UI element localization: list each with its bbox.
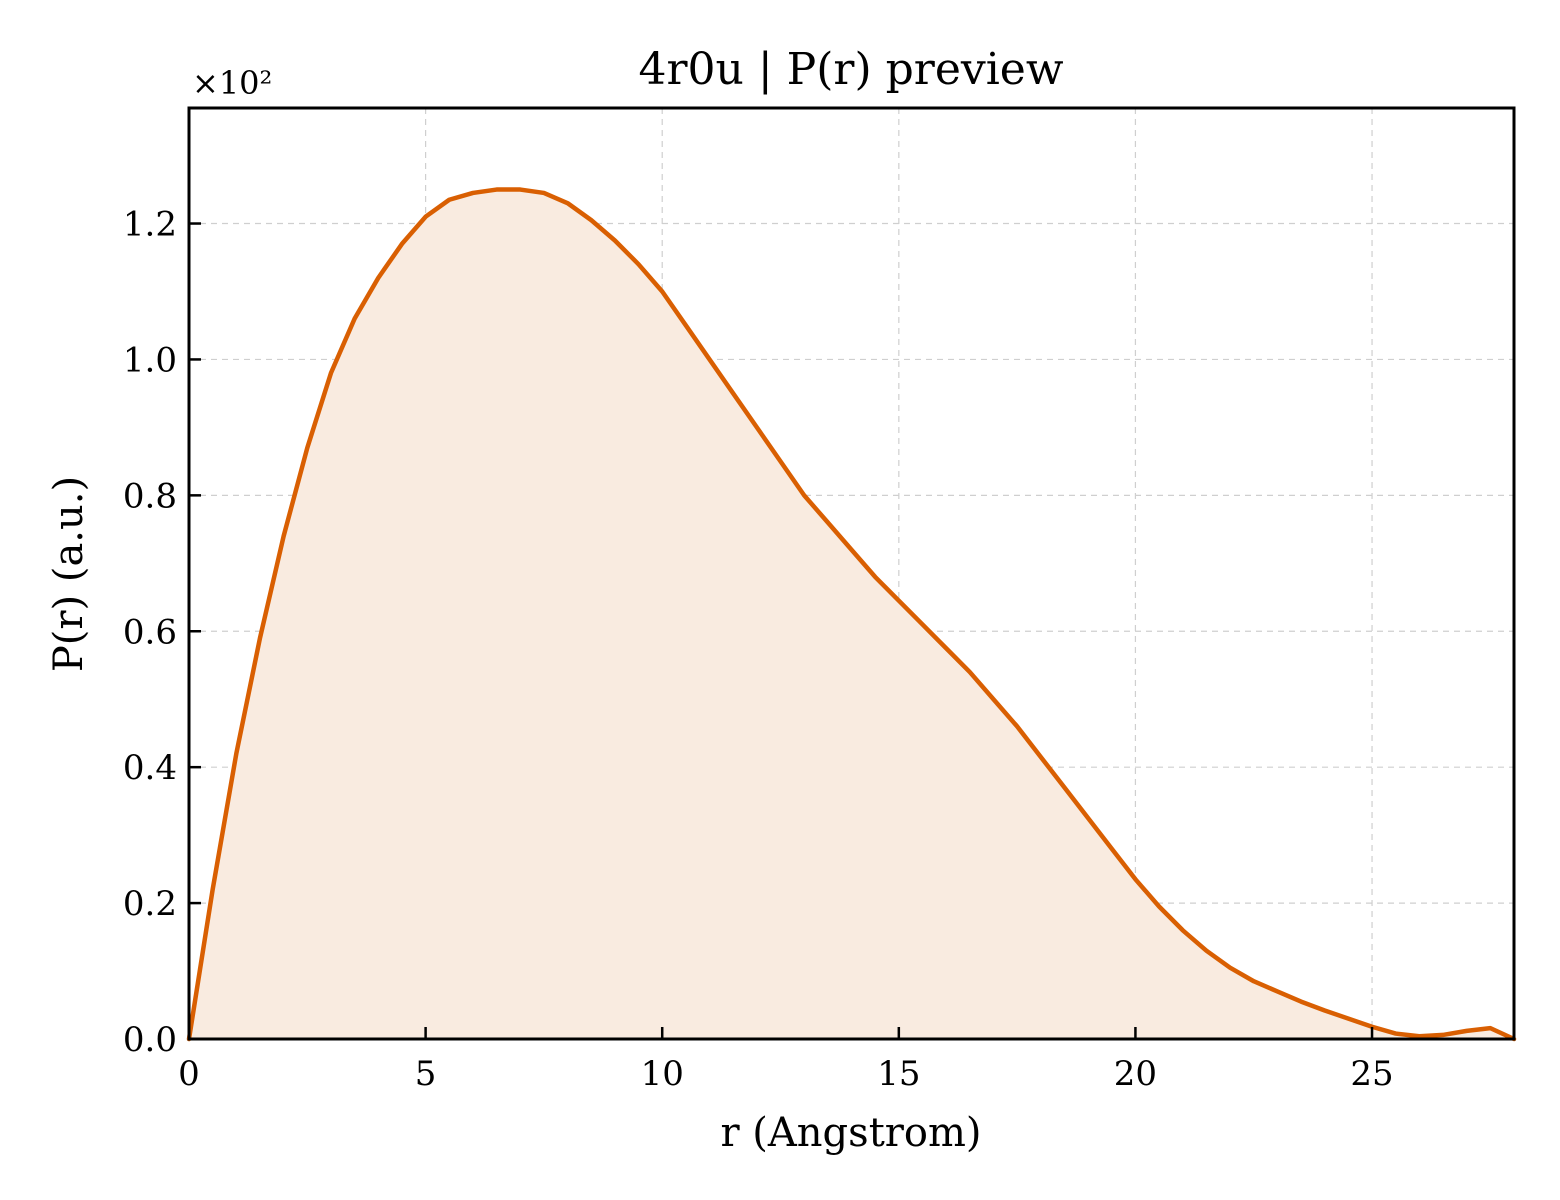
y-tick-label: 0.0	[123, 1020, 177, 1060]
pr-area-fill	[189, 189, 1514, 1040]
chart-title: 4r0u | P(r) preview	[639, 44, 1064, 95]
pr-curve-line	[186, 187, 1517, 1042]
y-tick-label: 1.0	[123, 340, 177, 380]
axis-ticks: 0 5 10 15 20 25 0.0 0.2 0.4 0.6 0.8 1.0 1.2	[123, 205, 1394, 1094]
y-axis-label: P(r) (a.u.)	[46, 476, 92, 672]
y-tick-label: 0.4	[123, 748, 177, 788]
x-tick-label: 0	[178, 1054, 200, 1094]
y-tick-label: 0.2	[123, 884, 177, 924]
x-tick-label: 10	[641, 1054, 684, 1094]
y-tick-label: 1.2	[123, 205, 177, 245]
x-tick-label: 20	[1114, 1054, 1157, 1094]
x-axis-label: r (Angstrom)	[720, 1110, 981, 1156]
y-tick-label: 0.6	[123, 612, 177, 652]
y-axis-multiplier: ×10²	[192, 64, 272, 102]
x-tick-label: 5	[415, 1054, 437, 1094]
x-tick-label: 15	[877, 1054, 920, 1094]
y-tick-label: 0.8	[123, 476, 177, 516]
plot-frame	[187, 106, 1516, 1041]
x-tick-label: 25	[1350, 1054, 1393, 1094]
